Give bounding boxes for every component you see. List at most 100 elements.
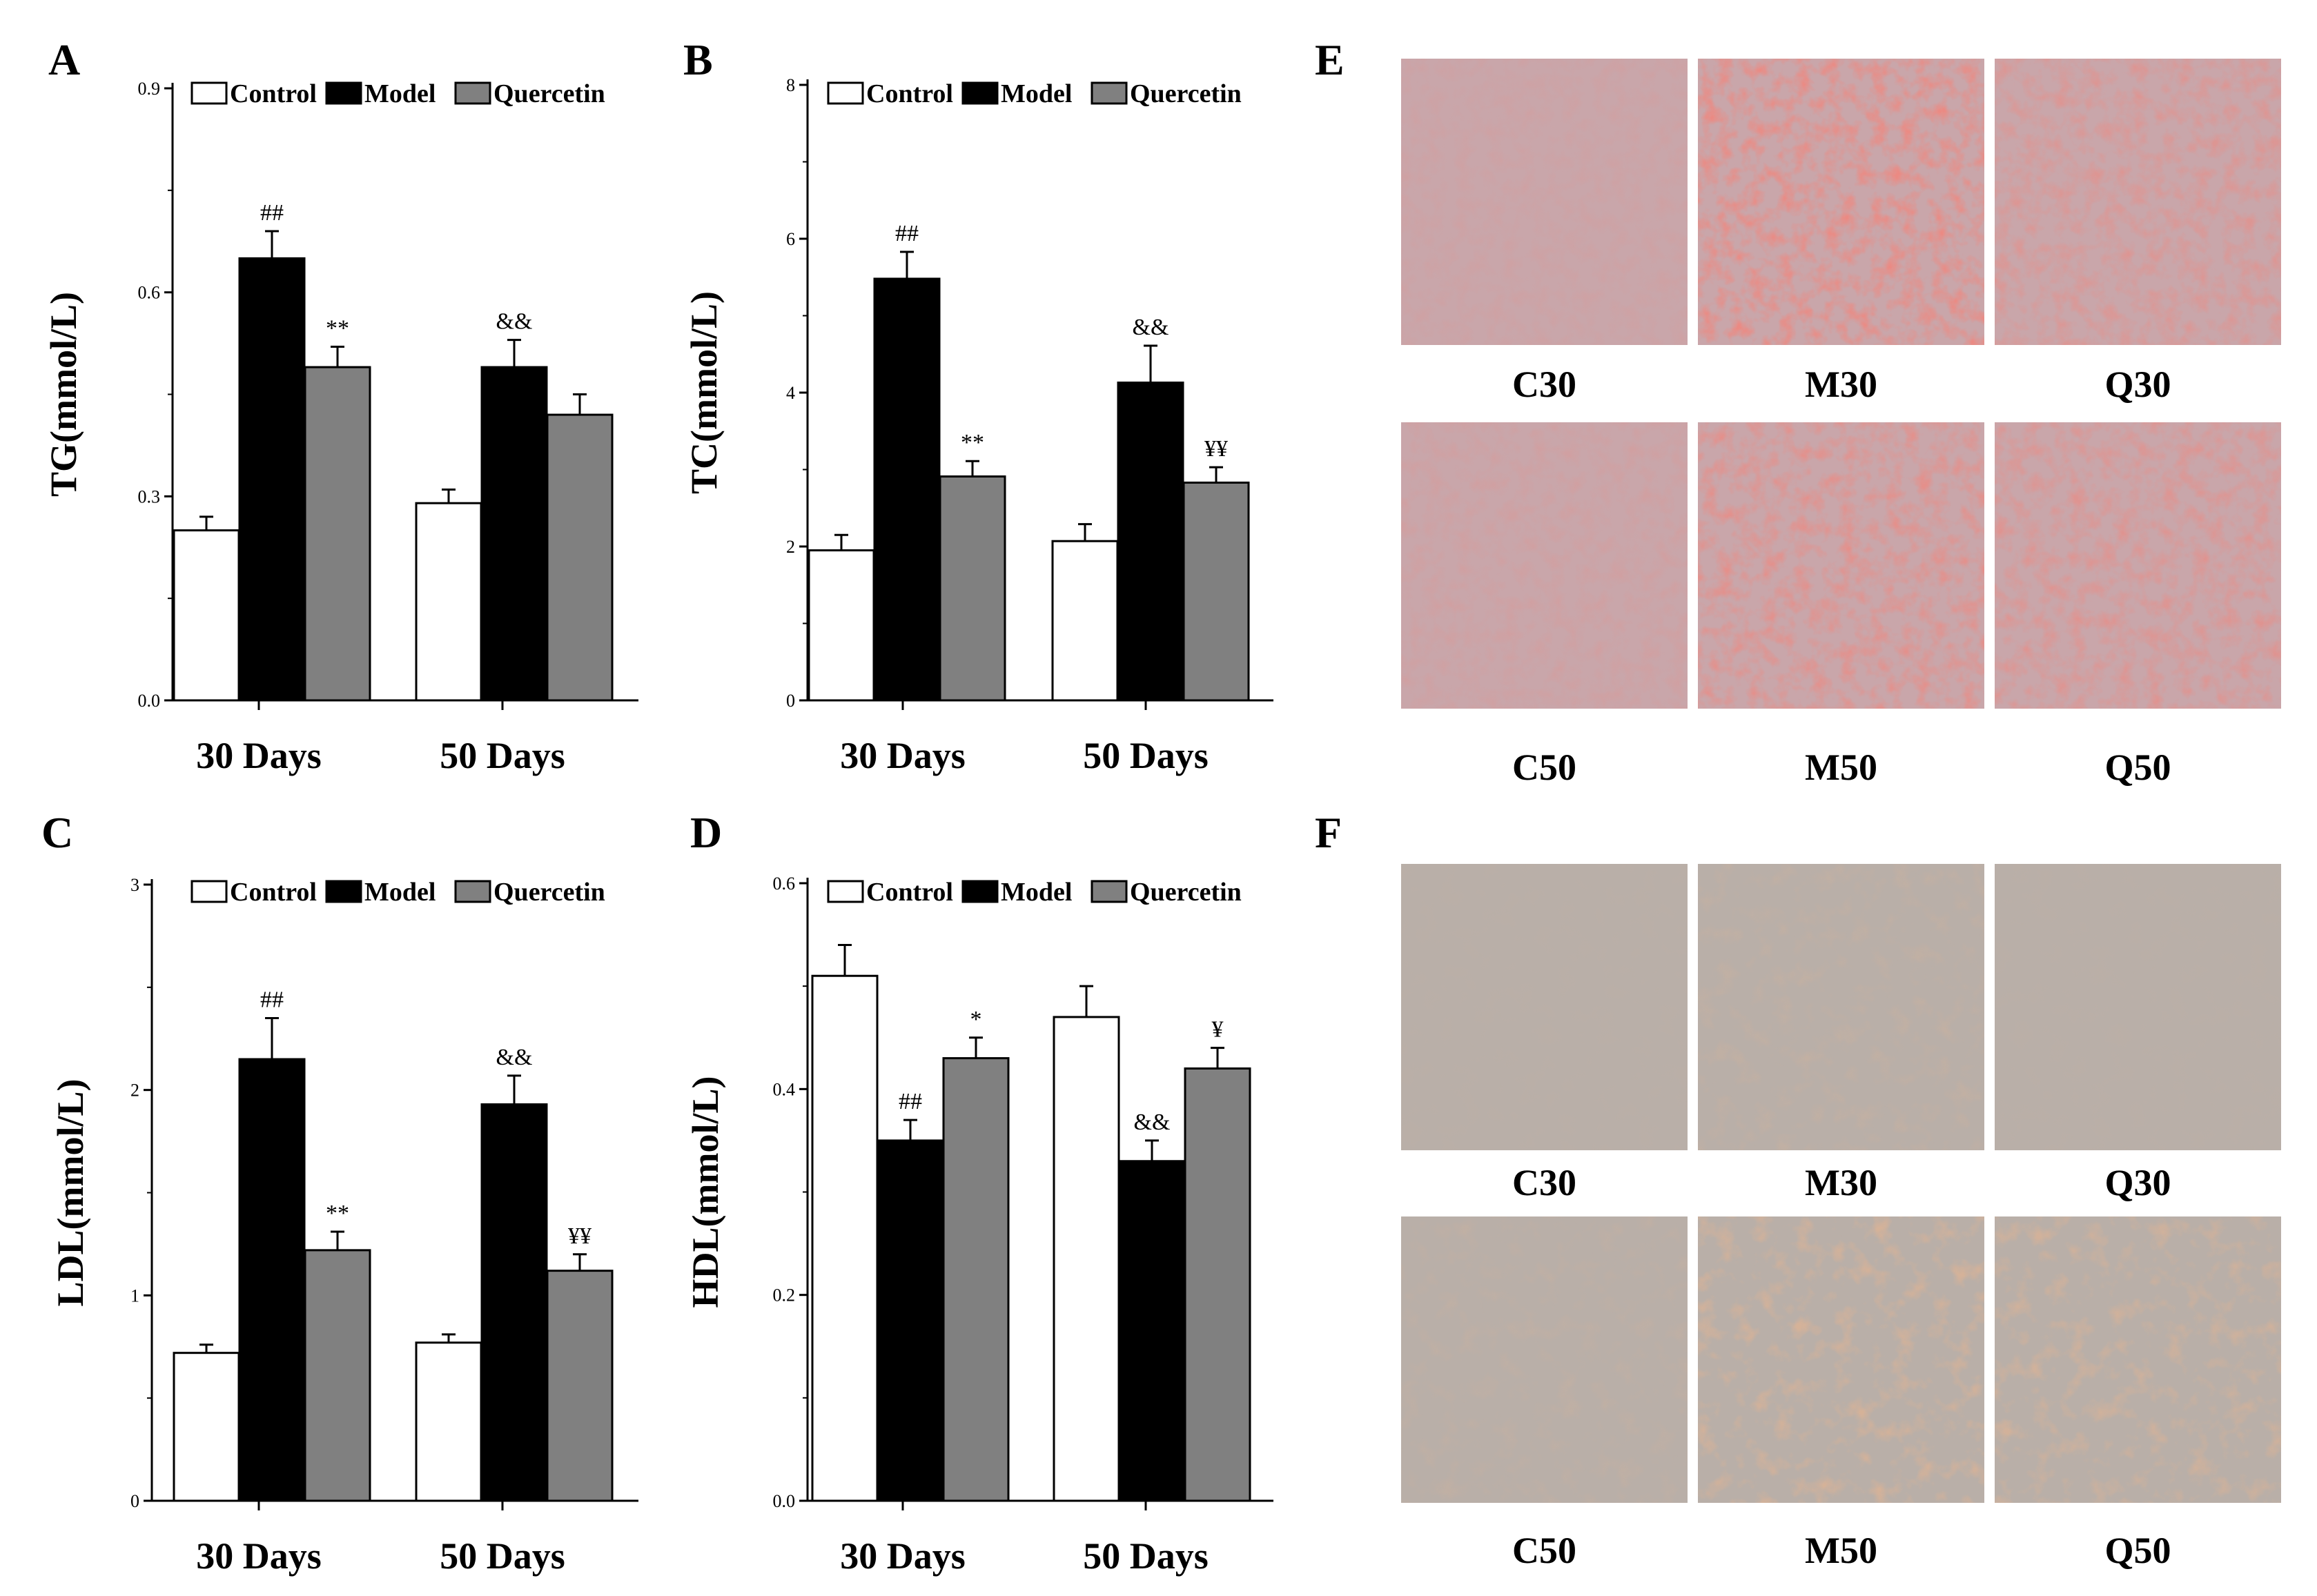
bar-control bbox=[415, 1341, 482, 1502]
y-tick-label: 8 bbox=[786, 75, 795, 95]
bar-model bbox=[873, 277, 941, 702]
significance-label: ** bbox=[326, 316, 349, 342]
bar-quercetin bbox=[546, 1270, 614, 1502]
micrograph-label: C30 bbox=[1512, 1162, 1576, 1203]
x-category-label: 30 Days bbox=[840, 1535, 966, 1577]
significance-label: ¥ bbox=[1212, 1017, 1224, 1043]
micrograph-c30: C30 bbox=[1401, 59, 1688, 405]
y-tick-label: 0.3 bbox=[138, 486, 161, 506]
significance-label: && bbox=[496, 1045, 533, 1070]
micrograph-label: Q30 bbox=[2104, 1162, 2171, 1203]
significance-label: && bbox=[496, 309, 533, 335]
micrograph-q30: Q30 bbox=[1995, 864, 2281, 1203]
bar-model bbox=[480, 366, 548, 702]
significance-label: && bbox=[1133, 315, 1169, 340]
legend-swatch-control bbox=[190, 81, 228, 105]
panel-letter: E bbox=[1315, 35, 1345, 84]
micrograph-m50: M50 bbox=[1698, 422, 1984, 788]
micrograph-stain bbox=[1698, 59, 1984, 345]
significance-label: ¥¥ bbox=[568, 1223, 592, 1249]
significance-label: && bbox=[1134, 1110, 1171, 1135]
micrograph-q50: Q50 bbox=[1995, 1216, 2281, 1571]
micrograph-stain bbox=[1698, 864, 1984, 1150]
chart-panel-C: C 0 1 2 3 LDL(mmol/L) 30 Days 50 Days ## && ** ¥¥ Co… bbox=[41, 808, 638, 1577]
micrograph-label: C30 bbox=[1512, 364, 1576, 405]
bar-model bbox=[1118, 1160, 1186, 1502]
micrograph-m50: M50 bbox=[1698, 1216, 1984, 1571]
x-category-label: 50 Days bbox=[440, 1535, 565, 1577]
micrograph-q50: Q50 bbox=[1995, 422, 2281, 788]
micrograph-c50: C50 bbox=[1401, 1216, 1688, 1571]
micrograph-c50: C50 bbox=[1401, 422, 1688, 788]
x-category-label: 30 Days bbox=[840, 735, 966, 776]
legend-label: Control bbox=[866, 878, 953, 907]
bar-charts: A 0.0 0.3 0.6 0.9 TG(mmol/L) 30 Days 50 Days ## &… bbox=[41, 35, 1273, 1577]
legend-label: Quercetin bbox=[493, 878, 605, 907]
legend-swatch-control bbox=[827, 880, 864, 903]
legend-swatch-quercetin bbox=[454, 880, 491, 903]
bar-control bbox=[808, 549, 875, 702]
legend-label: Control bbox=[230, 878, 317, 907]
micrograph-label: Q30 bbox=[2104, 364, 2171, 405]
legend-swatch-quercetin bbox=[1091, 880, 1128, 903]
significance-label: ## bbox=[895, 221, 919, 246]
micrograph-stain bbox=[1995, 59, 2281, 345]
panel-letter: F bbox=[1315, 808, 1342, 857]
bar-control bbox=[415, 502, 482, 702]
x-category-label: 50 Days bbox=[440, 735, 565, 776]
y-tick-label: 0.2 bbox=[773, 1285, 796, 1306]
bar-model bbox=[1117, 382, 1184, 702]
significance-label: ** bbox=[961, 430, 984, 455]
bar-quercetin bbox=[546, 413, 614, 702]
x-category-label: 30 Days bbox=[196, 735, 322, 776]
bar-quercetin bbox=[304, 1249, 371, 1502]
y-tick-label: 6 bbox=[786, 229, 795, 249]
bar-model bbox=[480, 1103, 548, 1502]
micrograph-stain bbox=[1995, 422, 2281, 709]
micrograph-panels: E C30 M30 Q30 C50 M50 Q50 F C30 M30 Q30 C50 M50 Q50 bbox=[1315, 35, 2281, 1571]
significance-label: ## bbox=[260, 987, 284, 1012]
significance-label: ¥¥ bbox=[1204, 436, 1228, 462]
significance-label: ** bbox=[326, 1201, 349, 1226]
y-tick-label: 0.4 bbox=[773, 1079, 796, 1099]
bar-model bbox=[238, 257, 306, 702]
legend-label: Quercetin bbox=[1130, 878, 1242, 907]
legend-swatch-model bbox=[961, 880, 999, 903]
micrograph-stain bbox=[1698, 1216, 1984, 1503]
y-tick-label: 0.9 bbox=[138, 79, 161, 99]
panel-letter: D bbox=[690, 808, 722, 857]
legend-swatch-quercetin bbox=[1091, 81, 1128, 105]
legend-label: Control bbox=[230, 79, 317, 108]
legend-swatch-quercetin bbox=[454, 81, 491, 105]
micrograph-stain bbox=[1995, 1216, 2281, 1503]
y-tick-label: 4 bbox=[786, 383, 795, 403]
y-tick-label: 0.0 bbox=[773, 1491, 796, 1511]
micrograph-label: Q50 bbox=[2104, 1530, 2171, 1571]
micrograph-stain bbox=[1995, 864, 2281, 1150]
micrograph-label: M50 bbox=[1805, 747, 1877, 788]
legend-label: Control bbox=[866, 79, 953, 108]
significance-label: ## bbox=[899, 1089, 922, 1114]
y-tick-label: 1 bbox=[130, 1285, 139, 1306]
micrograph-stain bbox=[1401, 864, 1688, 1150]
image-panel-F: F C30 M30 Q30 C50 M50 Q50 bbox=[1315, 808, 2281, 1571]
micrograph-stain bbox=[1401, 59, 1688, 345]
micrograph-stain bbox=[1401, 1216, 1688, 1503]
bar-model bbox=[877, 1139, 944, 1502]
y-axis-label: LDL(mmol/L) bbox=[50, 1079, 91, 1307]
bar-control bbox=[173, 529, 240, 702]
bar-control bbox=[1051, 540, 1119, 702]
y-axis-label: TG(mmol/L) bbox=[43, 292, 84, 497]
bar-quercetin bbox=[942, 1057, 1010, 1502]
bar-control bbox=[1053, 1016, 1120, 1502]
micrograph-label: M30 bbox=[1805, 1162, 1877, 1203]
legend-swatch-control bbox=[190, 880, 228, 903]
legend-label: Quercetin bbox=[1130, 79, 1242, 108]
y-tick-label: 0 bbox=[786, 691, 795, 711]
legend-swatch-control bbox=[827, 81, 864, 105]
legend-label: Model bbox=[364, 878, 436, 907]
significance-label: ## bbox=[260, 200, 284, 226]
significance-label: * bbox=[970, 1007, 982, 1032]
y-tick-label: 0.6 bbox=[773, 874, 796, 894]
